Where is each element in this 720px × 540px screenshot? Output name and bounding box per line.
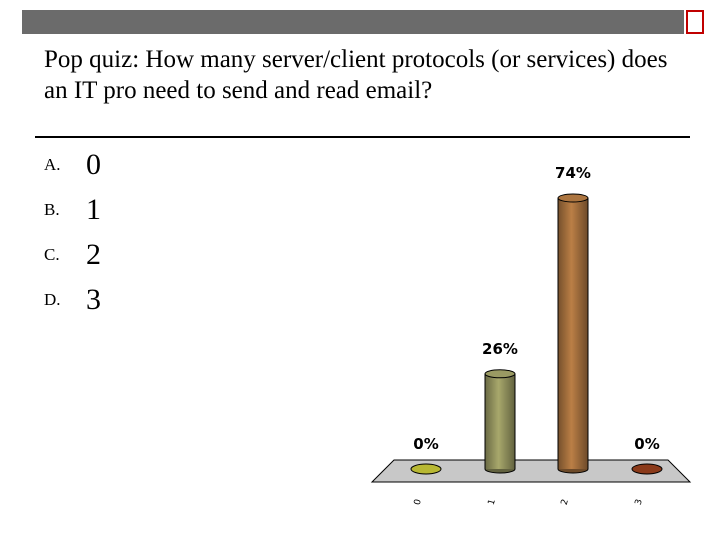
option-text: 3	[86, 282, 101, 316]
option-letter: C.	[44, 244, 60, 264]
top-decoration-band	[22, 10, 684, 34]
category-tick-label: 2	[560, 498, 571, 506]
chart-floor	[370, 459, 692, 483]
category-tick-label: 1	[487, 498, 498, 506]
data-label: 74%	[555, 164, 591, 182]
data-label: 26%	[482, 340, 518, 358]
option-text: 1	[86, 192, 101, 226]
title-divider	[35, 136, 690, 138]
category-tick-label: 0	[413, 498, 424, 506]
data-label: 0%	[634, 435, 659, 453]
bar	[485, 373, 515, 469]
answer-option-a: A. 0	[44, 142, 101, 187]
data-label: 0%	[413, 435, 438, 453]
option-text: 0	[86, 147, 101, 181]
option-letter: B.	[44, 199, 60, 219]
answer-option-b: B. 1	[44, 187, 101, 232]
corner-decoration	[686, 10, 704, 34]
category-tick-label: 3	[634, 498, 645, 506]
option-text: 2	[86, 237, 101, 271]
bar-zero-disc	[631, 463, 663, 475]
bar-top	[557, 193, 589, 203]
bar	[558, 198, 588, 469]
answer-options: A. 0 B. 1 C. 2 D. 3	[44, 142, 101, 322]
bar-zero-disc	[410, 463, 442, 475]
answer-option-c: C. 2	[44, 232, 101, 277]
option-letter: A.	[44, 154, 61, 174]
answer-option-d: D. 3	[44, 277, 101, 322]
bar-top	[484, 369, 516, 379]
slide-title: Pop quiz: How many server/client protoco…	[44, 46, 668, 104]
option-letter: D.	[44, 289, 61, 309]
